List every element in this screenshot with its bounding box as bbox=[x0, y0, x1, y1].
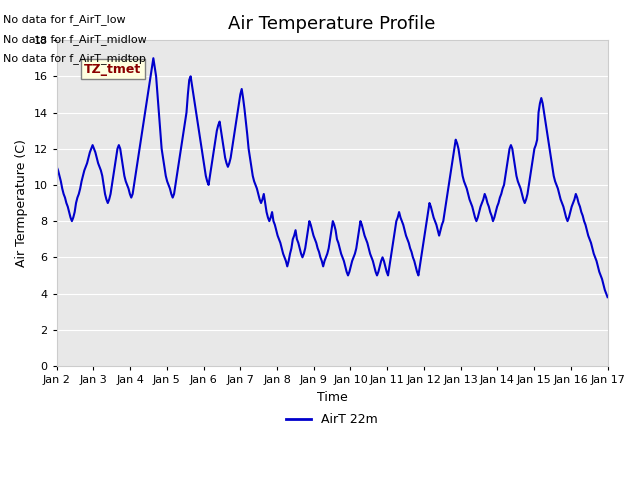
Text: No data for f_AirT_low: No data for f_AirT_low bbox=[3, 14, 126, 25]
Text: No data for f_AirT_midlow: No data for f_AirT_midlow bbox=[3, 34, 147, 45]
Y-axis label: Air Termperature (C): Air Termperature (C) bbox=[15, 139, 28, 267]
Text: TZ_tmet: TZ_tmet bbox=[84, 63, 141, 76]
Text: No data for f_AirT_midtop: No data for f_AirT_midtop bbox=[3, 53, 146, 64]
Legend: AirT 22m: AirT 22m bbox=[281, 408, 383, 432]
Title: Air Temperature Profile: Air Temperature Profile bbox=[228, 15, 436, 33]
X-axis label: Time: Time bbox=[317, 391, 348, 404]
